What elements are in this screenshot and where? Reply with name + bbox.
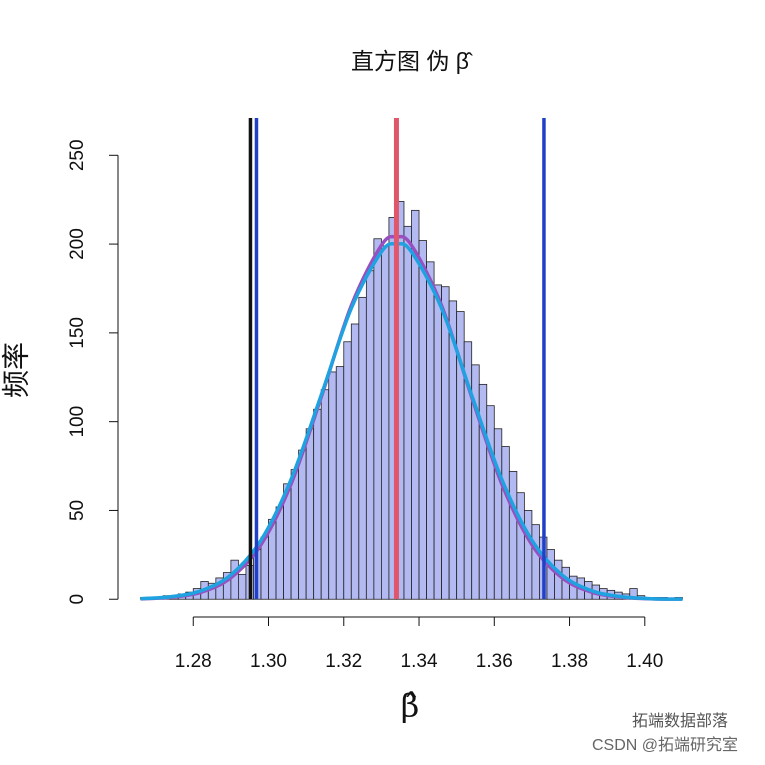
x-tick-label: 1.30	[250, 651, 287, 672]
bar	[260, 536, 269, 600]
bar	[508, 470, 518, 600]
y-tick-label: 150	[67, 317, 88, 349]
x-tick-label: 1.34	[401, 651, 438, 672]
bar	[403, 225, 412, 600]
bar	[554, 559, 563, 600]
bar	[531, 524, 540, 600]
bar	[313, 408, 322, 600]
bar	[358, 296, 367, 600]
chart-title: 直方图 伪 β̂	[351, 48, 473, 74]
x-tick-label: 1.32	[325, 651, 362, 672]
x-tick-label: 1.38	[551, 651, 588, 672]
bar	[501, 446, 510, 600]
watermark: 拓端数据部落	[632, 712, 728, 730]
y-tick-label: 250	[67, 139, 88, 171]
bar	[328, 371, 337, 600]
density-curve	[140, 234, 683, 601]
bar	[516, 492, 525, 600]
x-tick-label: 1.36	[476, 651, 513, 672]
density-curve	[140, 241, 683, 601]
bar	[493, 428, 503, 600]
bar	[486, 405, 495, 600]
bar	[546, 549, 555, 600]
y-tick-label: 200	[67, 228, 88, 260]
bar	[238, 573, 247, 600]
bar	[230, 559, 239, 600]
y-tick-label: 100	[67, 406, 88, 438]
bar	[343, 341, 352, 600]
bar	[418, 240, 427, 600]
bar	[320, 389, 330, 600]
bar	[380, 245, 390, 600]
bar	[298, 449, 307, 600]
bar	[350, 323, 360, 600]
bar	[441, 286, 450, 600]
bar	[433, 284, 443, 600]
bar	[290, 469, 300, 600]
bar	[305, 428, 315, 600]
x-tick-label: 1.40	[626, 651, 663, 672]
bar	[426, 261, 435, 600]
y-tick-label: 0	[67, 594, 88, 605]
bar	[523, 510, 533, 600]
y-tick-label: 50	[67, 500, 88, 521]
bar	[373, 238, 382, 600]
bar	[365, 270, 375, 600]
y-axis-label: 频率	[0, 342, 31, 398]
bar	[275, 506, 284, 600]
watermark: CSDN @拓端研究室	[592, 736, 738, 754]
x-tick-label: 1.28	[175, 651, 212, 672]
bar	[411, 209, 420, 600]
bar	[335, 366, 345, 600]
x-axis-label: β̂	[401, 687, 420, 725]
